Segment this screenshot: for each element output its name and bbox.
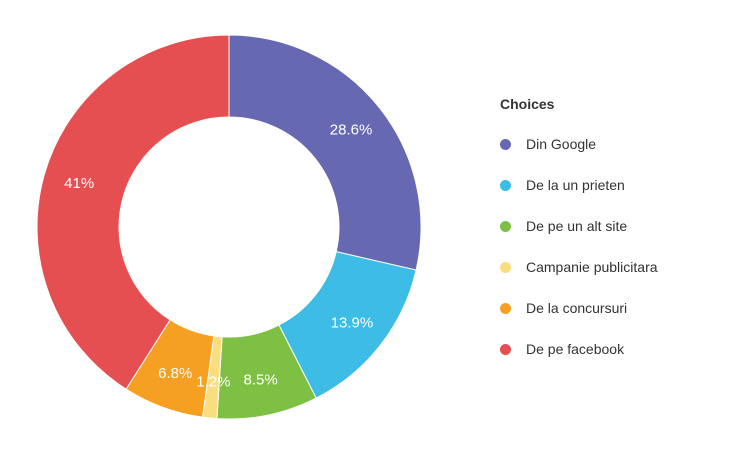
legend-item-de-la-un-prieten[interactable]: De la un prieten [500,176,658,194]
legend-swatch [500,179,511,191]
legend-label: De pe facebook [526,341,625,357]
legend-label: De pe un alt site [526,218,628,234]
legend-label: Campanie publicitara [526,259,658,275]
legend: Choices Din Google De la un prieten De p… [500,96,658,381]
legend-title: Choices [500,96,555,112]
slice-value-label-campanie-publicitara: 1.2% [196,374,230,391]
legend-swatch [500,261,511,273]
legend-item-campanie-publicitara[interactable]: Campanie publicitara [500,258,658,276]
slice-value-label-de-pe-facebook: 41% [64,175,94,192]
slice-value-label-din-google: 28.6% [330,121,373,138]
legend-swatch [500,343,511,355]
legend-swatch [500,220,511,232]
legend-label: De la un prieten [526,177,625,193]
slice-de-pe-facebook[interactable] [36,34,230,390]
legend-swatch [500,138,511,150]
legend-label: De la concursuri [526,300,628,316]
legend-item-de-pe-un-alt-site[interactable]: De pe un alt site [500,217,658,235]
slice-value-label-de-la-un-prieten: 13.9% [331,315,374,332]
legend-item-din-google[interactable]: Din Google [500,135,658,153]
slice-value-label-de-pe-un-alt-site: 8.5% [244,371,278,388]
legend-swatch [500,302,511,314]
legend-item-de-pe-facebook[interactable]: De pe facebook [500,340,658,358]
legend-item-de-la-concursuri[interactable]: De la concursuri [500,299,658,317]
slice-value-label-de-la-concursuri: 6.8% [158,365,192,382]
legend-label: Din Google [526,136,597,152]
slice-din-google[interactable] [228,34,422,271]
